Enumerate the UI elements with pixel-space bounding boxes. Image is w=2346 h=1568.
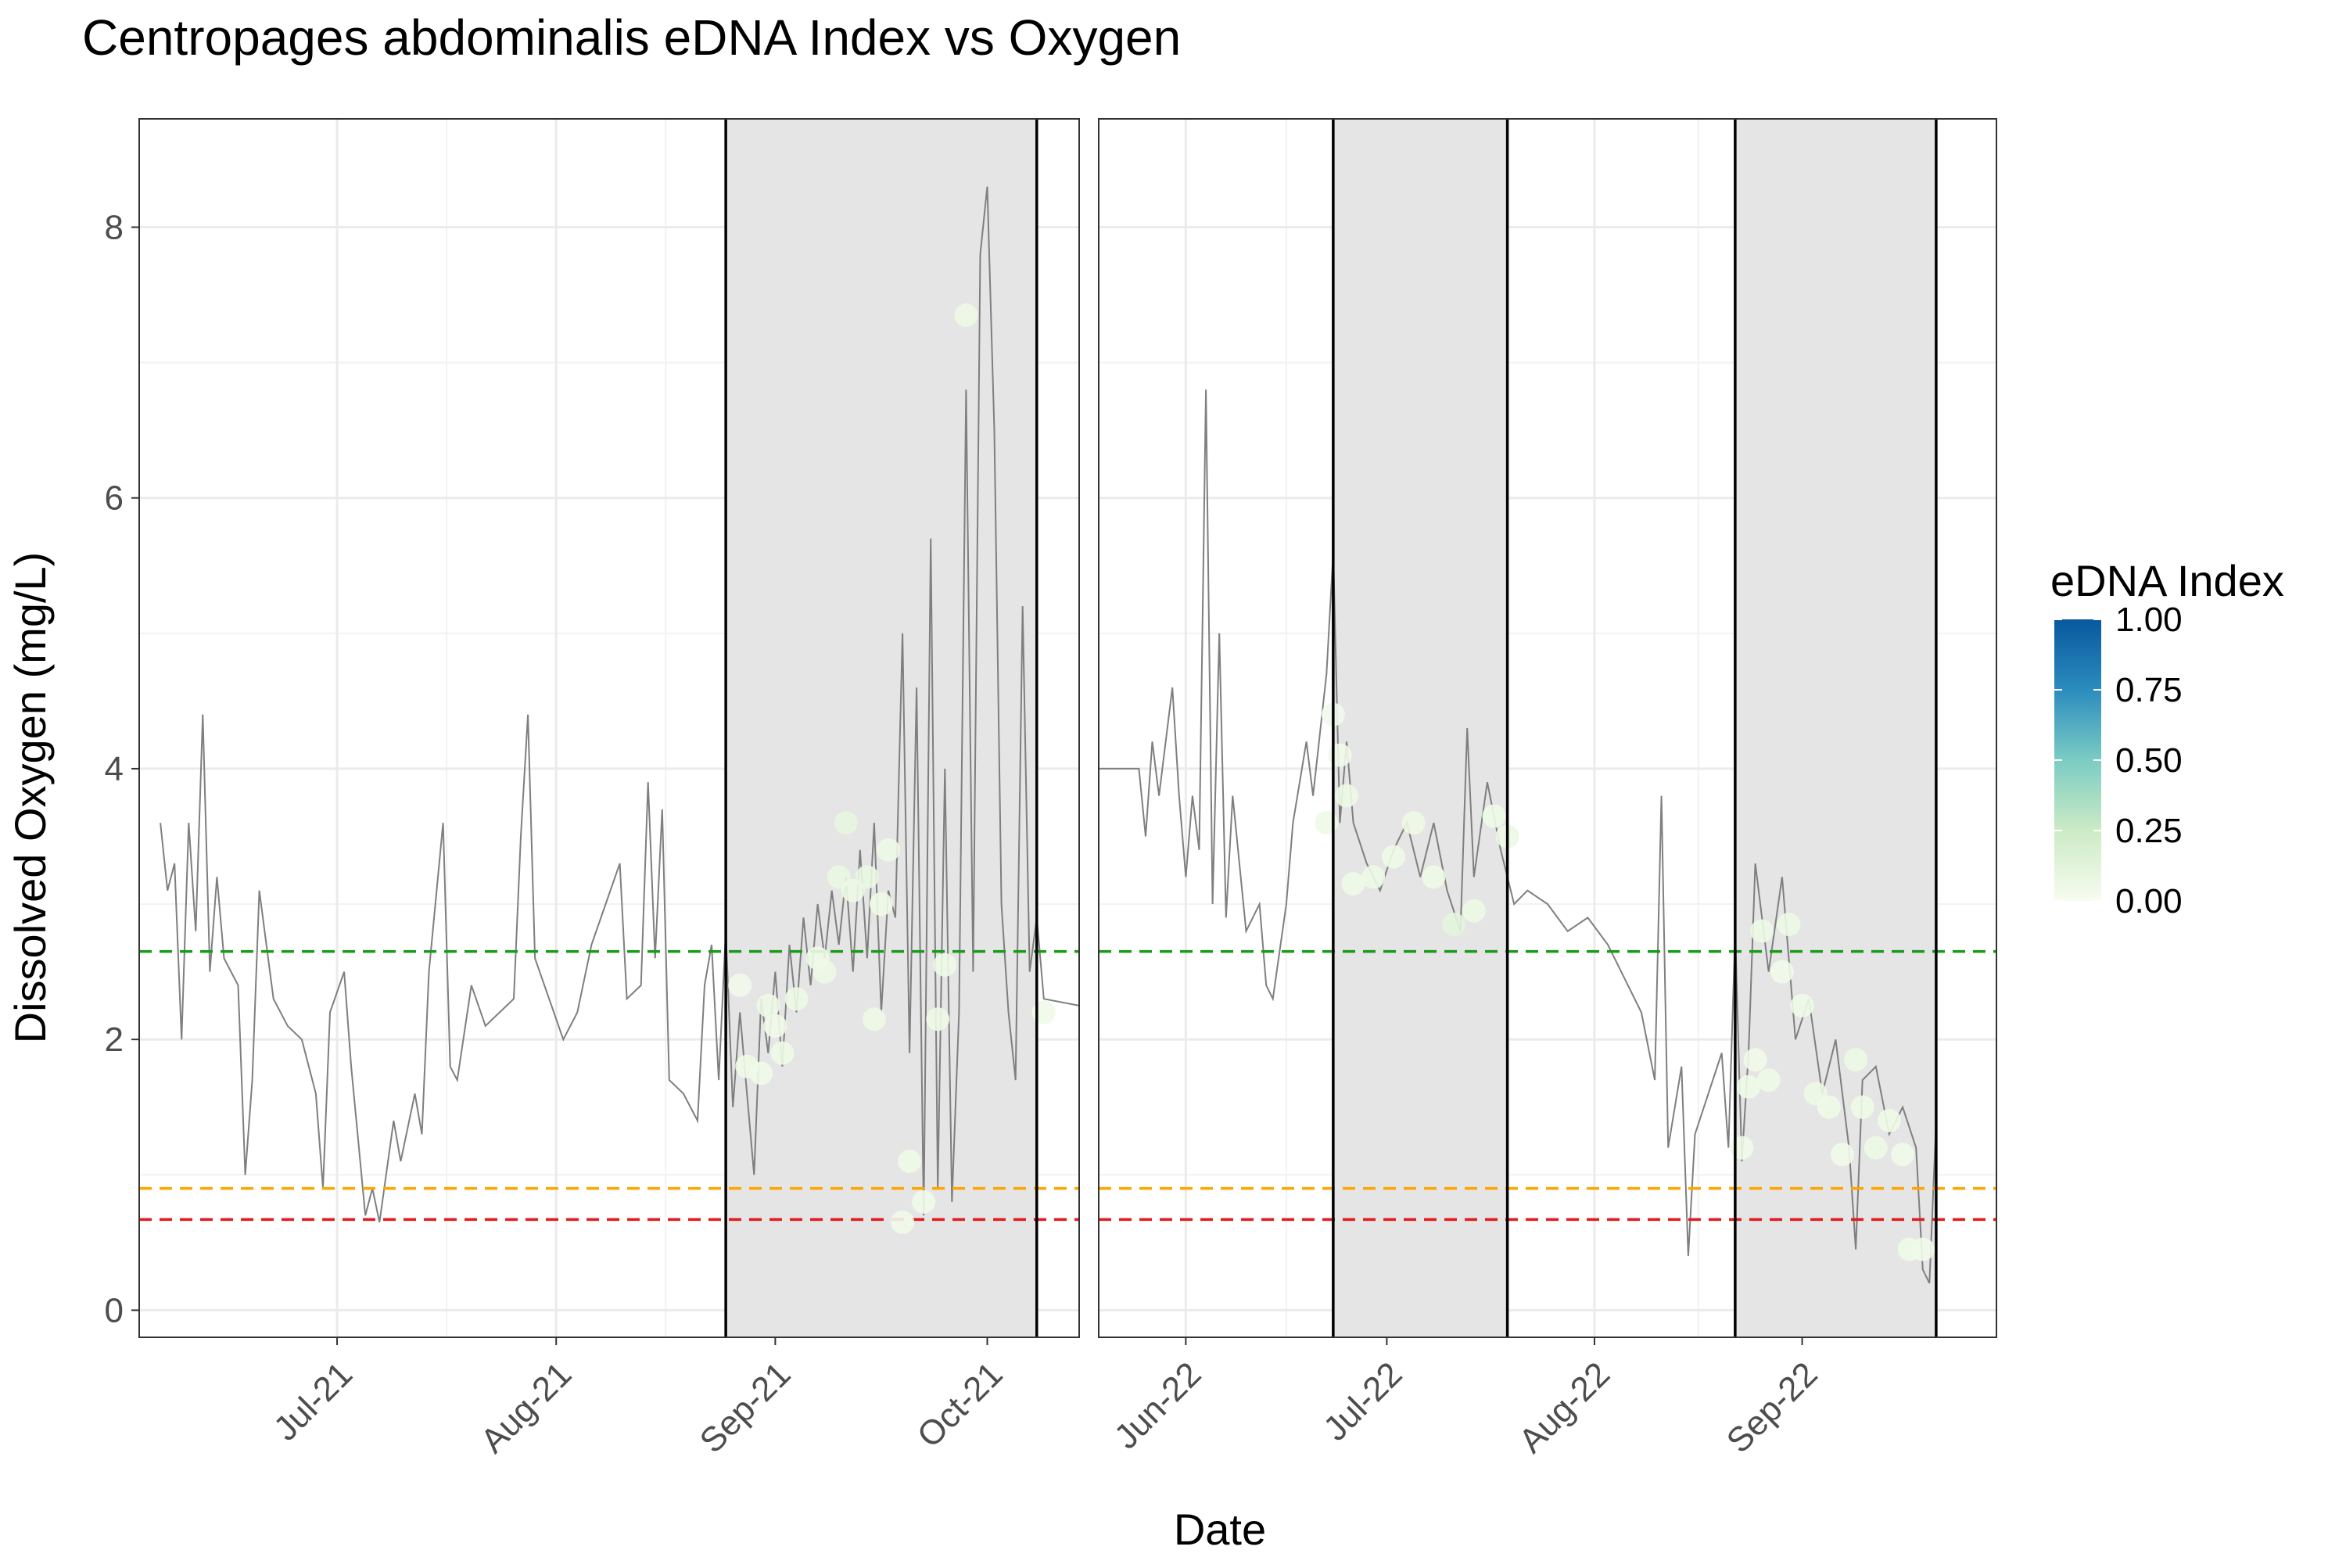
edna-point [1756, 1068, 1781, 1093]
x-axis-label: Date [1174, 1505, 1266, 1554]
y-tick-label: 4 [105, 750, 124, 788]
edna-point [1877, 1109, 1901, 1133]
edna-point [1891, 1143, 1915, 1167]
x-tick-label: Jun-22 [1107, 1355, 1209, 1456]
y-tick-label: 2 [105, 1021, 124, 1059]
shaded-window [726, 119, 1037, 1337]
x-tick-label: Oct-21 [910, 1355, 1010, 1455]
edna-point [1341, 872, 1365, 896]
edna-point [834, 811, 858, 835]
shaded-window [1333, 119, 1508, 1337]
y-tick-label: 8 [105, 208, 124, 246]
edna-point [763, 1014, 787, 1038]
edna-point [1844, 1048, 1868, 1072]
edna-point [876, 838, 900, 862]
oxygen-series-line [160, 186, 1080, 1223]
chart-title: Centropages abdominalis eDNA Index vs Ox… [82, 9, 1181, 66]
legend-tick-label: 1.00 [2115, 601, 2183, 639]
legend-title: eDNA Index [2050, 556, 2284, 605]
panel-1: Jul-21 Aug-21 Sep-21 Oct-21 0 2 4 6 8 [105, 118, 1080, 1460]
edna-point [898, 1149, 922, 1173]
edna-point [954, 303, 978, 328]
edna-point [1743, 1048, 1767, 1072]
edna-point [784, 987, 809, 1011]
edna-point [1401, 811, 1426, 835]
legend-tick-label: 0.75 [2115, 671, 2183, 709]
edna-point [1482, 804, 1506, 828]
edna-point [1850, 1095, 1874, 1119]
x-tick-label: Jul-22 [1316, 1355, 1409, 1448]
edna-point [1737, 1075, 1761, 1099]
edna-point [770, 1041, 795, 1065]
shaded-window [1734, 119, 1936, 1337]
edna-point [926, 1007, 950, 1032]
edna-point [891, 1210, 915, 1234]
oxygen-series-line [1099, 389, 1937, 1284]
panel-border [1098, 118, 1997, 1338]
y-tick-label: 0 [105, 1291, 124, 1329]
edna-point [1830, 1143, 1854, 1167]
x-tick-label: Aug-22 [1512, 1355, 1617, 1460]
y-axis-label: Dissolved Oxygen (mg/L) [5, 552, 55, 1044]
edna-point [812, 960, 837, 984]
panel-2: Jun-22 Jul-22 Aug-22 Sep-22 [1098, 118, 1997, 1460]
edna-point [1910, 1237, 1935, 1261]
edna-point [1381, 845, 1405, 869]
edna-point [933, 953, 957, 977]
edna-point [1328, 743, 1352, 767]
edna-point [1315, 811, 1339, 835]
x-tick-label: Sep-21 [693, 1355, 798, 1460]
edna-point [862, 1007, 886, 1032]
edna-point [749, 1061, 773, 1085]
edna-point [1817, 1095, 1841, 1119]
edna-point [1730, 1136, 1754, 1160]
edna-point [1770, 960, 1794, 984]
edna-point [1462, 899, 1486, 923]
edna-point [1790, 993, 1814, 1017]
panels: Jul-21 Aug-21 Sep-21 Oct-21 0 2 4 6 8 Jun-22 Jul-2… [105, 118, 1997, 1460]
x-tick-label: Jul-21 [267, 1355, 360, 1448]
panel-border [138, 118, 1080, 1338]
edna-point [912, 1189, 936, 1214]
edna-point [1334, 784, 1358, 808]
x-tick-label: Sep-22 [1720, 1355, 1825, 1460]
edna-point [869, 892, 893, 917]
edna-point [1361, 865, 1386, 889]
edna-point [855, 865, 879, 889]
legend: eDNA Index 0.00 0.25 0.50 0.75 1.00 [2050, 556, 2284, 920]
x-tick-label: Aug-21 [473, 1355, 579, 1460]
edna-point [728, 973, 752, 997]
legend-ticks: 0.00 0.25 0.50 0.75 1.00 [2054, 601, 2183, 920]
legend-tick-label: 0.00 [2115, 882, 2183, 920]
y-tick-label: 6 [105, 479, 124, 518]
edna-point [756, 993, 780, 1017]
legend-tick-label: 0.25 [2115, 812, 2183, 850]
edna-point [1750, 919, 1774, 943]
legend-tick-label: 0.50 [2115, 741, 2183, 780]
edna-point [1422, 865, 1446, 889]
edna-point [1442, 913, 1466, 937]
edna-point [1777, 913, 1801, 937]
edna-point [1864, 1136, 1888, 1160]
